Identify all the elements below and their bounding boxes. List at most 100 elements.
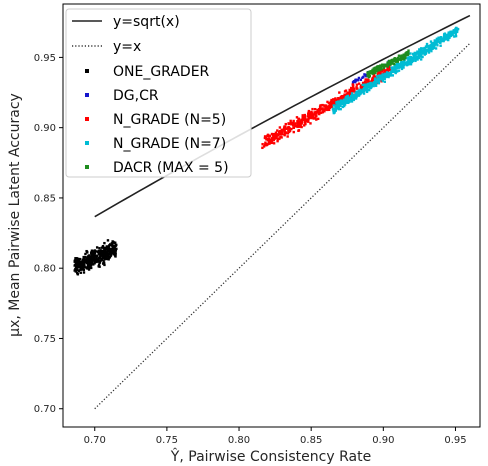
data-point xyxy=(112,249,116,252)
data-point xyxy=(352,89,355,92)
data-point xyxy=(362,82,365,85)
data-point xyxy=(264,136,268,140)
data-point xyxy=(342,103,346,106)
data-point xyxy=(108,248,112,251)
data-point xyxy=(377,79,381,82)
data-point xyxy=(339,107,342,111)
data-point xyxy=(388,66,391,70)
data-point xyxy=(326,106,330,109)
data-point xyxy=(93,252,96,255)
x-tick-label: 0.80 xyxy=(228,435,250,446)
data-point xyxy=(306,119,309,123)
data-point xyxy=(280,131,284,134)
legend-marker xyxy=(85,93,89,97)
data-point xyxy=(402,61,406,65)
legend-label: DACR (MAX = 5) xyxy=(113,160,229,176)
y-tick-label: 0.70 xyxy=(34,404,56,415)
data-point xyxy=(326,108,329,111)
data-point xyxy=(110,248,114,251)
data-point xyxy=(297,129,301,132)
data-point xyxy=(432,43,435,46)
data-point xyxy=(366,73,370,76)
data-point xyxy=(443,35,447,39)
data-point xyxy=(337,103,341,107)
data-point xyxy=(300,122,303,125)
data-point xyxy=(77,269,80,272)
data-point xyxy=(272,132,276,136)
chart-marks xyxy=(73,14,471,410)
data-point xyxy=(291,123,295,127)
data-point xyxy=(404,55,407,58)
data-point xyxy=(365,83,368,86)
data-point xyxy=(335,105,338,109)
data-point xyxy=(446,36,449,39)
data-point xyxy=(394,59,397,63)
data-point xyxy=(360,86,363,89)
data-point xyxy=(352,87,356,90)
data-point xyxy=(422,51,425,54)
data-point xyxy=(385,63,388,67)
data-point xyxy=(104,246,107,250)
data-point xyxy=(291,121,295,125)
data-point xyxy=(105,252,109,256)
data-point xyxy=(340,97,344,100)
data-point xyxy=(448,36,451,39)
data-point xyxy=(377,71,380,74)
data-point xyxy=(82,255,85,259)
data-point xyxy=(449,30,452,34)
data-point xyxy=(304,120,307,123)
data-point xyxy=(74,268,78,271)
x-tick-label: 0.70 xyxy=(84,435,106,446)
data-point xyxy=(341,100,344,103)
x-tick-label: 0.90 xyxy=(372,435,394,446)
data-point xyxy=(308,112,311,115)
data-point xyxy=(307,116,311,120)
data-point xyxy=(79,265,82,269)
data-point xyxy=(375,75,379,78)
data-point xyxy=(412,53,415,56)
data-point xyxy=(287,122,290,125)
data-point xyxy=(424,48,427,52)
data-point xyxy=(359,89,362,93)
data-point xyxy=(427,51,431,54)
data-point xyxy=(109,243,112,247)
data-point xyxy=(96,260,100,263)
data-point xyxy=(395,70,399,73)
data-point xyxy=(423,53,427,56)
data-point xyxy=(306,115,310,118)
legend: y=sqrt(x) y=x ONE_GRADER DG,CR N_GRADE (N=5)… xyxy=(65,8,252,178)
data-point xyxy=(296,121,299,124)
series-points xyxy=(331,26,460,115)
legend-label: ONE_GRADER xyxy=(113,64,210,80)
data-point xyxy=(301,114,304,117)
data-point xyxy=(317,110,321,114)
data-point xyxy=(394,64,397,67)
data-point xyxy=(110,242,114,245)
data-point xyxy=(386,71,389,75)
data-point xyxy=(354,97,358,100)
data-point xyxy=(422,49,426,52)
data-point xyxy=(321,107,324,110)
data-point xyxy=(402,53,405,56)
data-point xyxy=(309,122,312,125)
data-point xyxy=(353,80,357,84)
data-point xyxy=(380,67,383,71)
data-point xyxy=(329,105,332,108)
data-point xyxy=(362,88,366,91)
data-point xyxy=(276,129,279,132)
data-point xyxy=(373,67,377,70)
data-point xyxy=(363,83,366,86)
y-tick-label: 0.80 xyxy=(34,264,56,275)
data-point xyxy=(300,120,304,124)
data-point xyxy=(405,53,408,57)
data-point xyxy=(82,268,86,272)
data-point xyxy=(93,254,96,257)
data-point xyxy=(277,133,280,136)
data-point xyxy=(454,31,457,34)
data-point xyxy=(377,65,380,68)
data-point xyxy=(387,74,391,77)
data-point xyxy=(338,91,341,94)
data-point xyxy=(98,265,101,268)
data-point xyxy=(366,71,369,74)
data-point xyxy=(337,106,341,109)
